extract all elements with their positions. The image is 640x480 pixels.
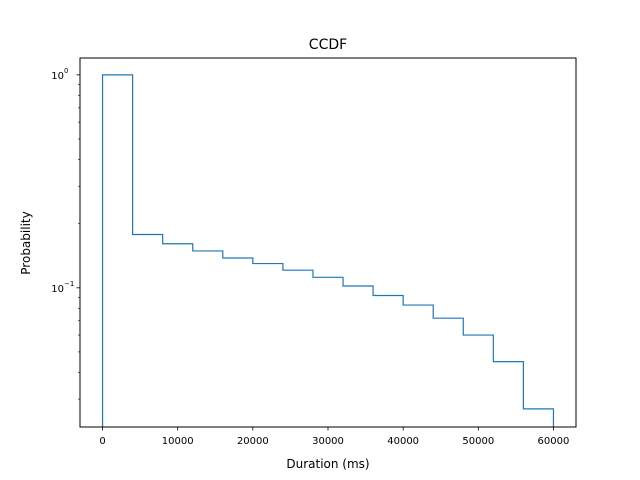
plot-frame <box>79 57 577 428</box>
x-tick-label: 50000 <box>462 436 494 447</box>
y-tick-label-base: 10 <box>51 71 64 82</box>
y-tick-label-exponent: 0 <box>64 67 68 75</box>
chart-title: CCDF <box>309 37 347 53</box>
x-tick-label: 60000 <box>538 436 570 447</box>
x-tick-label: 10000 <box>162 436 194 447</box>
x-tick-label: 40000 <box>387 436 419 447</box>
x-axis-label: Duration (ms) <box>286 457 369 471</box>
y-tick-label-base: 10 <box>51 284 64 295</box>
series-layer <box>101 74 555 427</box>
x-tick-label: 30000 <box>312 436 344 447</box>
x-tick-label: 0 <box>99 436 105 447</box>
y-tick-label-exponent: −1 <box>64 280 74 288</box>
x-tick-label: 20000 <box>237 436 269 447</box>
ccdf-step-line <box>101 74 555 427</box>
y-axis-label: Probability <box>19 211 33 274</box>
